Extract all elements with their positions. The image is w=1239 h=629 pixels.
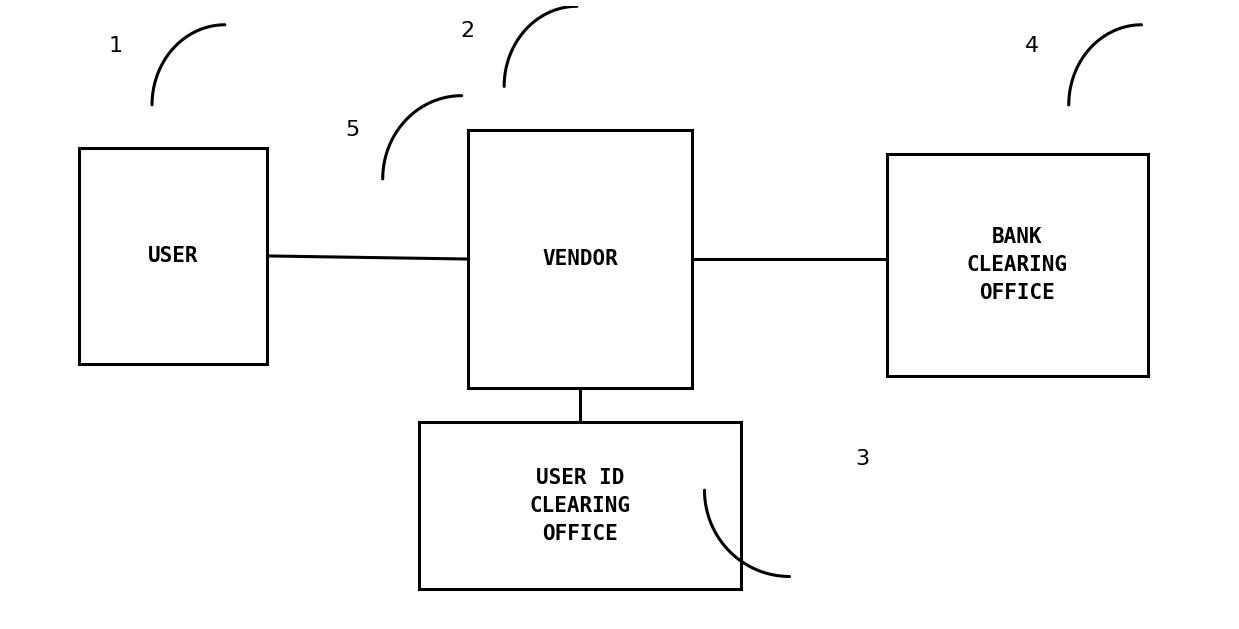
Bar [887,154,1147,376]
Text: USER ID
CLEARING
OFFICE: USER ID CLEARING OFFICE [529,467,631,543]
Text: 2: 2 [461,21,475,41]
Bar [79,148,268,364]
Text: VENDOR: VENDOR [543,249,618,269]
Text: USER: USER [147,246,198,266]
Text: 4: 4 [1025,36,1040,57]
Text: 3: 3 [855,449,870,469]
Text: 1: 1 [109,36,123,57]
Text: BANK
CLEARING
OFFICE: BANK CLEARING OFFICE [966,227,1068,303]
Bar [419,422,741,589]
Text: 5: 5 [346,120,359,140]
Bar [467,130,693,389]
